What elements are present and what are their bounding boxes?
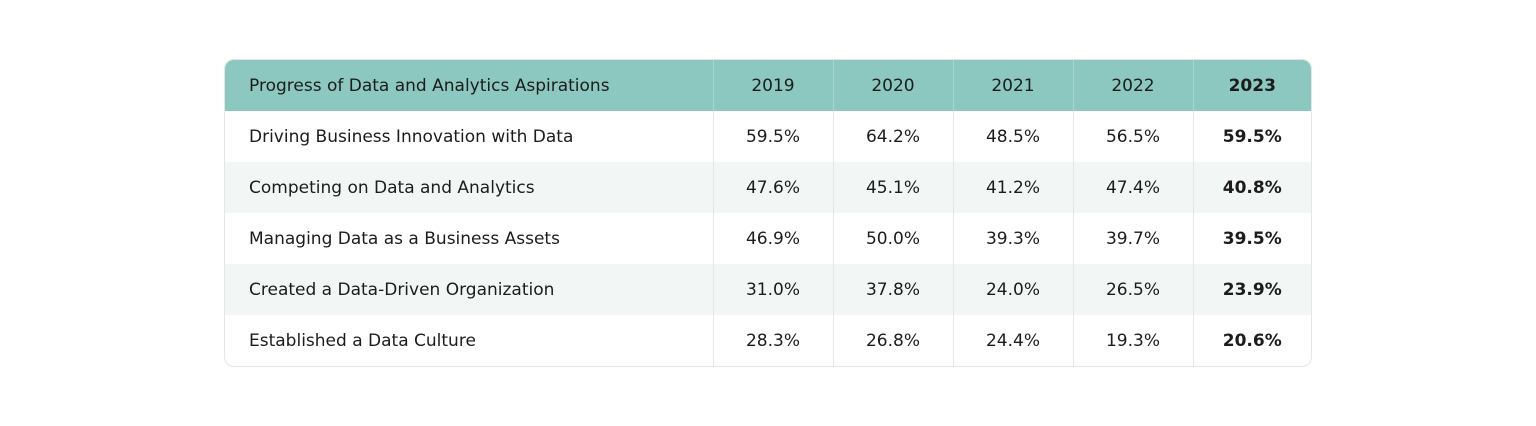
row-label: Competing on Data and Analytics bbox=[225, 162, 713, 213]
table-cell: 50.0% bbox=[832, 213, 953, 264]
table-cell-highlighted: 39.5% bbox=[1192, 213, 1311, 264]
table-row: Created a Data-Driven Organization 31.0%… bbox=[225, 264, 1311, 315]
table-cell: 47.6% bbox=[712, 162, 833, 213]
table-cell: 64.2% bbox=[832, 111, 953, 162]
table-cell-highlighted: 40.8% bbox=[1192, 162, 1311, 213]
table-cell: 26.8% bbox=[832, 315, 953, 366]
data-table-container: Progress of Data and Analytics Aspiratio… bbox=[224, 59, 1312, 367]
table-cell: 56.5% bbox=[1072, 111, 1193, 162]
table-cell: 39.3% bbox=[952, 213, 1073, 264]
table-cell: 46.9% bbox=[712, 213, 833, 264]
table-cell: 31.0% bbox=[712, 264, 833, 315]
table-cell: 24.0% bbox=[952, 264, 1073, 315]
aspirations-table: Progress of Data and Analytics Aspiratio… bbox=[225, 60, 1311, 366]
table-cell: 47.4% bbox=[1072, 162, 1193, 213]
table-cell: 28.3% bbox=[712, 315, 833, 366]
table-cell: 26.5% bbox=[1072, 264, 1193, 315]
table-cell-highlighted: 20.6% bbox=[1192, 315, 1311, 366]
table-cell: 19.3% bbox=[1072, 315, 1193, 366]
table-row: Established a Data Culture 28.3% 26.8% 2… bbox=[225, 315, 1311, 366]
table-row: Driving Business Innovation with Data 59… bbox=[225, 111, 1311, 162]
table-cell: 39.7% bbox=[1072, 213, 1193, 264]
table-cell: 59.5% bbox=[712, 111, 833, 162]
table-cell: 48.5% bbox=[952, 111, 1073, 162]
table-row: Managing Data as a Business Assets 46.9%… bbox=[225, 213, 1311, 264]
table-cell: 24.4% bbox=[952, 315, 1073, 366]
column-header-2023: 2023 bbox=[1192, 60, 1311, 111]
table-row: Competing on Data and Analytics 47.6% 45… bbox=[225, 162, 1311, 213]
column-header-2019: 2019 bbox=[712, 60, 833, 111]
table-cell: 45.1% bbox=[832, 162, 953, 213]
table-cell-highlighted: 23.9% bbox=[1192, 264, 1311, 315]
row-label: Created a Data-Driven Organization bbox=[225, 264, 713, 315]
table-cell: 37.8% bbox=[832, 264, 953, 315]
row-label: Established a Data Culture bbox=[249, 330, 476, 351]
row-label: Managing Data as a Business Assets bbox=[249, 228, 560, 249]
column-header-2022: 2022 bbox=[1072, 60, 1193, 111]
column-header-label: Progress of Data and Analytics Aspiratio… bbox=[225, 60, 713, 111]
table-cell-highlighted: 59.5% bbox=[1192, 111, 1311, 162]
row-label: Driving Business Innovation with Data bbox=[249, 126, 574, 147]
table-header-row: Progress of Data and Analytics Aspiratio… bbox=[225, 60, 1311, 111]
column-header-2020: 2020 bbox=[832, 60, 953, 111]
table-cell: 41.2% bbox=[952, 162, 1073, 213]
column-header-2021: 2021 bbox=[952, 60, 1073, 111]
